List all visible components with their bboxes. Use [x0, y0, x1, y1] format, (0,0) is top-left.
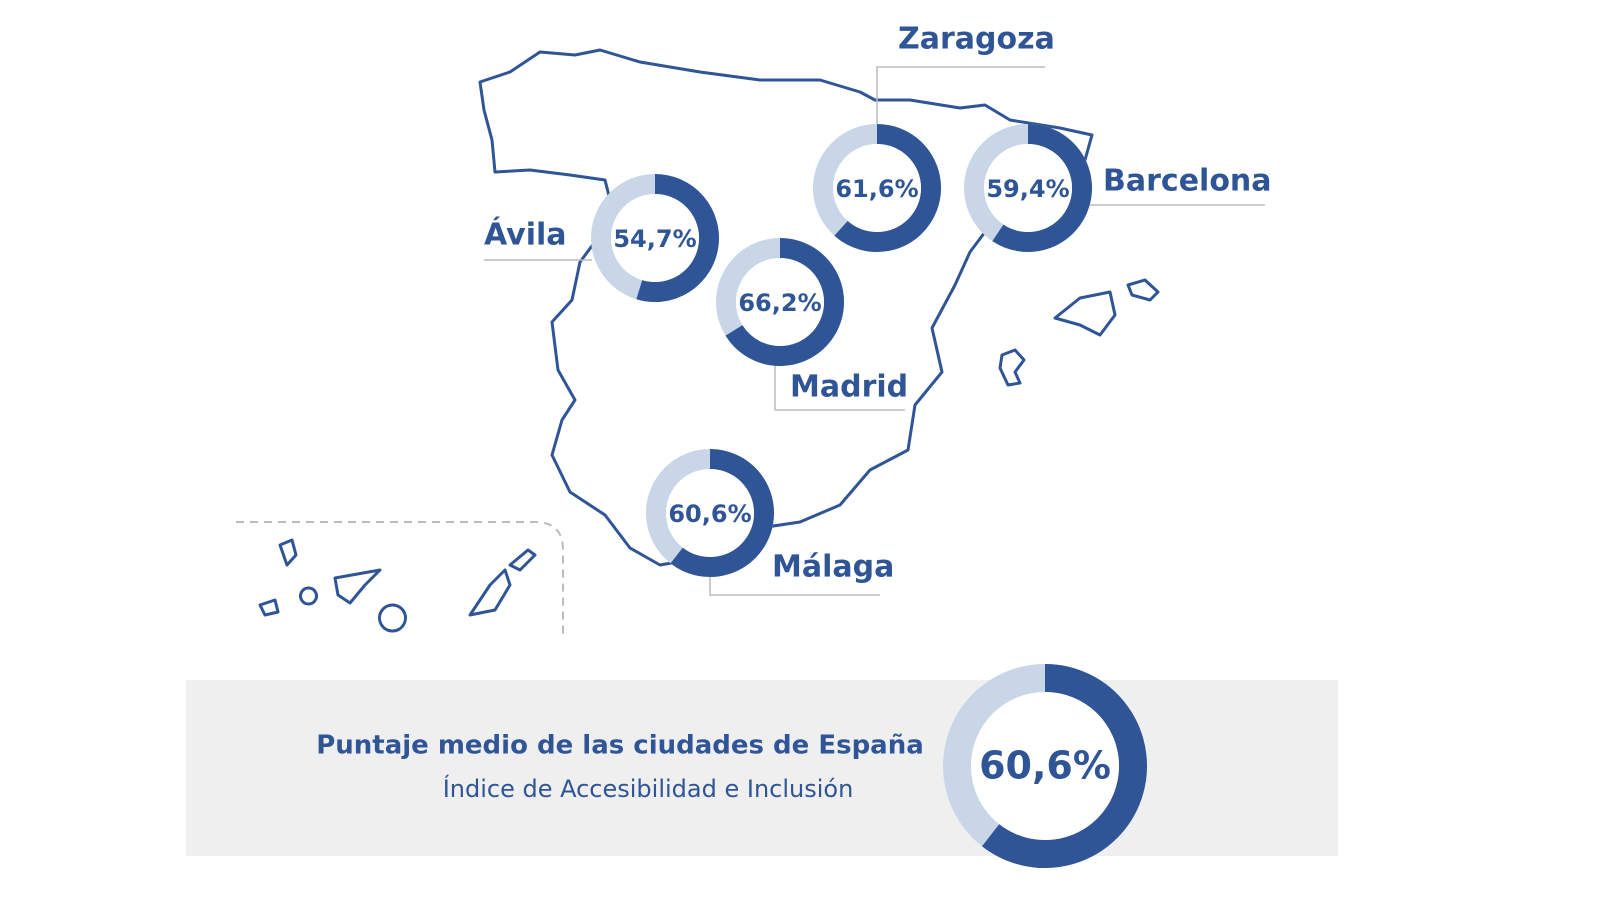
donut-arc	[725, 238, 844, 366]
donut-arc	[834, 124, 941, 252]
summary-panel	[186, 680, 1338, 856]
city-name: Barcelona	[1103, 164, 1272, 199]
menorca	[1126, 278, 1160, 302]
city-name: Ávila	[484, 217, 567, 253]
leader-line	[774, 355, 905, 411]
donut-hole	[611, 194, 699, 282]
canary-islands	[258, 538, 537, 633]
leader-line	[709, 575, 880, 596]
donut-hole	[984, 144, 1072, 232]
donut-arc	[981, 664, 1147, 868]
donut-hole	[833, 144, 921, 232]
donut-label: 61,6%	[835, 175, 918, 203]
donut-arc	[636, 174, 719, 302]
donut-hole	[736, 258, 824, 346]
donut-hole	[971, 692, 1119, 840]
summary-title: Puntaje medio de las ciudades de España	[316, 731, 924, 761]
donut-label: 54,7%	[613, 225, 696, 253]
spain-outline	[478, 48, 1094, 567]
donut-label: 59,4%	[986, 175, 1069, 203]
donut-label: 66,2%	[738, 289, 821, 317]
city-name: Málaga	[772, 550, 894, 585]
donut-label: 60,6%	[668, 500, 751, 528]
summary-subtitle: Índice de Accesibilidad e Inclusión	[443, 774, 854, 803]
city-name: Madrid	[790, 370, 908, 405]
ibiza	[998, 348, 1026, 387]
donut-label: 60,6%	[979, 744, 1111, 788]
leader-line	[876, 66, 1045, 130]
donut-arc	[670, 449, 774, 577]
canary-box	[236, 521, 564, 638]
mallorca	[1053, 290, 1117, 337]
donut-arc	[992, 124, 1092, 252]
donut-hole	[666, 469, 754, 557]
city-name: Zaragoza	[898, 22, 1055, 57]
